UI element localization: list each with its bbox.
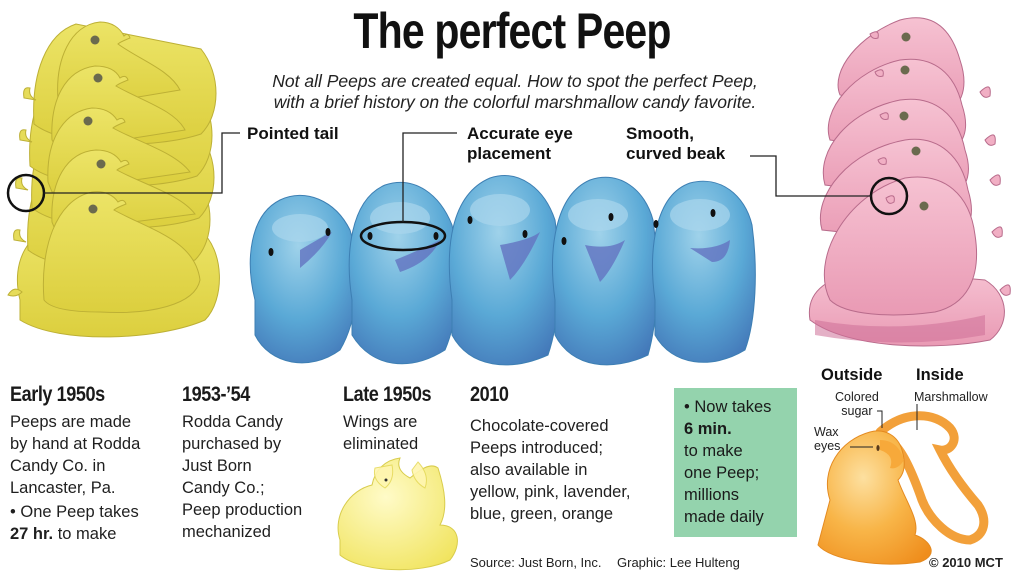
timeline-early-1950s: Early 1950s Peeps are made by hand at Ro…	[10, 383, 180, 545]
callout-curved-beak: Smooth, curved beak	[626, 124, 726, 163]
eye-placement-leader	[402, 132, 457, 222]
wingless-peep-illustration	[337, 457, 458, 571]
era-heading: 1953-’54	[182, 383, 250, 406]
graphic-credit: Graphic: Lee Hulteng	[617, 555, 740, 570]
callout-pointed-tail: Pointed tail	[247, 124, 339, 143]
yellow-peep-stack	[6, 21, 220, 338]
anatomy-inside-heading: Inside	[916, 366, 964, 384]
production-fact-box: • Now takes 6 min. to make one Peep; mil…	[674, 388, 797, 537]
pink-peep-stack	[808, 17, 1011, 347]
source-credit: Source: Just Born, Inc.	[470, 555, 602, 570]
page-title: The perfect Peep	[353, 3, 671, 59]
blue-peep-row	[249, 175, 756, 366]
era-body: Wings are eliminated	[343, 413, 419, 453]
timeline-1953-54: 1953-’54 Rodda Candy purchased by Just B…	[182, 383, 342, 543]
pointed-tail-leader	[44, 132, 240, 194]
era-body: Chocolate-covered Peeps introduced; also…	[470, 417, 631, 523]
era-heading: Early 1950s	[10, 383, 105, 406]
timeline-2010: 2010 Chocolate-covered Peeps introduced;…	[470, 383, 670, 525]
era-heading: 2010	[470, 383, 509, 406]
label-wax-eyes: Wax eyes	[814, 425, 841, 453]
timeline-late-1950s: Late 1950s Wings are eliminated	[343, 383, 463, 455]
callout-eye-placement: Accurate eye placement	[467, 124, 573, 163]
label-colored-sugar: Colored sugar	[835, 390, 879, 418]
cutaway-peep-illustration	[817, 411, 989, 565]
era-heading: Late 1950s	[343, 383, 432, 406]
anatomy-outside-heading: Outside	[821, 366, 883, 384]
label-marshmallow: Marshmallow	[914, 390, 988, 404]
page-subtitle: Not all Peeps are created equal. How to …	[272, 71, 758, 112]
era-body: Peeps are made by hand at Rodda Candy Co…	[10, 413, 141, 543]
era-body: Rodda Candy purchased by Just Born Candy…	[182, 413, 303, 541]
copyright: © 2010 MCT	[929, 555, 1003, 570]
beak-leader	[750, 155, 871, 197]
